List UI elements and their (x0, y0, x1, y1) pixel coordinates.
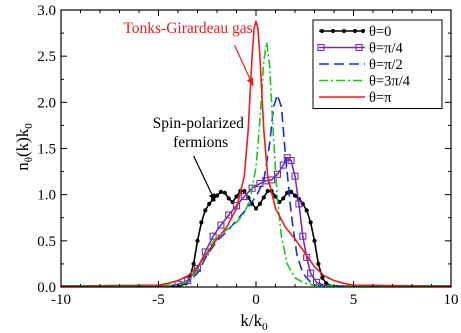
series-0-point (234, 194, 239, 199)
y-tick-label: 0.0 (37, 280, 56, 296)
series-1-point (209, 232, 217, 240)
legend-label-4: θ=π (369, 90, 392, 106)
series-0-point (261, 195, 266, 200)
y-tick-label: 1.0 (37, 188, 56, 204)
plot-area: -10 -5 0 5 10 0.0 0.5 1.0 1.5 2.0 2.5 3.0 Tonks-Gira… (37, 3, 458, 308)
series-0-point (300, 201, 305, 206)
series-1-point (225, 211, 233, 219)
legend-label-3: θ=3π/4 (369, 74, 411, 90)
y-tick-label: 0.5 (37, 234, 56, 250)
series-0-point (292, 193, 298, 198)
series-1-point (291, 172, 299, 180)
series-1-point (299, 232, 307, 240)
series-0-point (195, 238, 200, 243)
series-0-point (218, 189, 223, 194)
x-tick-label: 5 (350, 292, 358, 308)
series-0-point (316, 261, 321, 267)
legend-label-2: θ=π/2 (369, 57, 403, 73)
series-0-point (214, 193, 220, 198)
series-0-point (191, 261, 196, 267)
series-0-point (253, 206, 259, 211)
series-line-2 (61, 94, 451, 287)
x-tick-label: 0 (252, 292, 260, 308)
series-0-point (308, 220, 313, 225)
series-0-point (257, 201, 262, 206)
series-1-point (273, 170, 282, 178)
series-0-point (320, 275, 325, 280)
legend-swatch-point-0 (331, 29, 335, 33)
series-0-point (324, 281, 329, 286)
legend-swatch-point-0 (361, 29, 365, 33)
series-group (61, 20, 451, 287)
series-1-point (217, 221, 225, 229)
series-line-1 (61, 156, 451, 287)
series-1-point (184, 276, 192, 285)
y-axis-label: nθ(k)k0 (13, 123, 35, 171)
series-1-point (287, 156, 295, 165)
series-0-point (207, 201, 212, 206)
x-tick-label: 10 (444, 292, 459, 308)
annotation-arrow-fermions (193, 155, 216, 202)
series-0-point (312, 238, 317, 243)
series-0-point (281, 196, 286, 201)
y-tick-label: 3.0 (37, 3, 56, 19)
annotation-arrow-tonks (234, 44, 254, 87)
series-1-point (307, 269, 315, 277)
series-1-point (240, 192, 248, 201)
annotation-text-tonks: Tonks-Girardeau gas (123, 20, 252, 37)
annotation-text-fermions: fermions (173, 134, 228, 151)
series-0-point (226, 196, 231, 201)
series-0-point (222, 190, 227, 195)
series-line-4 (61, 20, 451, 287)
legend-swatch-point-0 (353, 29, 357, 33)
x-tick-label: -5 (152, 292, 165, 308)
y-tick-label: 2.0 (37, 95, 56, 111)
series-0-point (265, 188, 270, 194)
y-tick-label: 2.5 (37, 49, 56, 65)
y-tick-label: 1.5 (37, 142, 56, 158)
series-0-point (199, 220, 204, 225)
series-0-point (203, 208, 208, 213)
x-axis-label: k/k0 (240, 311, 268, 333)
legend-swatch-point-1 (317, 43, 325, 52)
legend-swatch-point-0 (342, 29, 346, 33)
legend-label-1: θ=π/4 (369, 41, 403, 57)
annotation-text-fermions: Spin-polarized (153, 115, 245, 132)
series-0-point (304, 208, 309, 213)
series-0-point (289, 189, 294, 194)
series-0-point (230, 199, 235, 205)
x-tick-label: -10 (51, 292, 71, 308)
legend-swatch-point-1 (355, 43, 363, 52)
series-0-point (242, 188, 247, 194)
legend: θ=0θ=π/4θ=π/2θ=3π/4θ=π (312, 19, 443, 109)
legend-swatch-point-0 (320, 29, 324, 33)
y-axis-label-text: nθ(k)k0 (13, 123, 35, 171)
series-1-point (295, 200, 303, 208)
legend-label-0: θ=0 (369, 24, 391, 40)
series-line-0 (61, 190, 451, 287)
